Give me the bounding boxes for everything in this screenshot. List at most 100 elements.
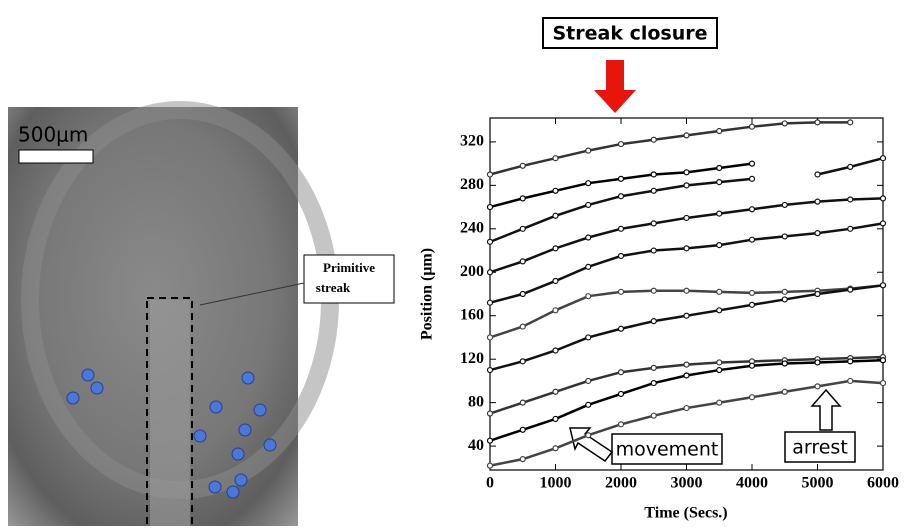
data-point bbox=[814, 198, 821, 205]
data-point bbox=[814, 359, 821, 366]
data-point bbox=[552, 212, 559, 219]
data-point bbox=[486, 269, 494, 276]
data-point bbox=[617, 421, 625, 428]
annotation: movement bbox=[616, 439, 719, 461]
annotation-box bbox=[611, 433, 723, 465]
x-tick-label: 2000 bbox=[605, 475, 637, 492]
x-tick-label: 5000 bbox=[802, 475, 834, 492]
data-point bbox=[781, 296, 788, 303]
data-point bbox=[585, 293, 592, 300]
data-point bbox=[585, 334, 592, 341]
y-tick-label: 40 bbox=[468, 437, 484, 454]
data-point bbox=[486, 410, 494, 417]
data-point bbox=[847, 377, 854, 385]
data-point bbox=[486, 462, 494, 469]
data-point bbox=[519, 426, 526, 433]
data-point bbox=[552, 307, 559, 314]
data-point bbox=[748, 289, 756, 297]
data-point bbox=[650, 318, 657, 325]
data-point bbox=[486, 203, 494, 211]
data-point bbox=[847, 196, 854, 203]
data-point bbox=[519, 290, 526, 298]
streak-box bbox=[146, 297, 193, 529]
data-point bbox=[716, 399, 723, 406]
data-point bbox=[748, 160, 756, 167]
data-point bbox=[519, 258, 526, 265]
data-point bbox=[781, 388, 788, 395]
x-tick-label: 0 bbox=[486, 475, 494, 492]
data-point bbox=[617, 175, 625, 182]
data-point bbox=[814, 119, 821, 126]
data-point bbox=[519, 358, 526, 365]
y-tick-label: 200 bbox=[460, 263, 484, 280]
data-point bbox=[552, 277, 559, 285]
data-point bbox=[519, 225, 526, 232]
data-point bbox=[814, 383, 821, 390]
data-point bbox=[847, 225, 854, 232]
data-point bbox=[716, 288, 723, 295]
data-point bbox=[748, 394, 756, 401]
data-point bbox=[519, 195, 526, 202]
data-point bbox=[781, 201, 788, 209]
data-point bbox=[879, 282, 887, 289]
x-tick-label: 4000 bbox=[736, 475, 768, 492]
data-point bbox=[585, 180, 592, 187]
data-point bbox=[585, 147, 592, 154]
y-axis-title: Position (μm) bbox=[419, 248, 436, 340]
data-point bbox=[519, 162, 526, 169]
series-line bbox=[489, 162, 753, 209]
data-point bbox=[585, 201, 592, 209]
data-point bbox=[650, 136, 657, 143]
data-point bbox=[552, 415, 559, 423]
label-pointer bbox=[199, 282, 305, 306]
arrest-arrow bbox=[810, 388, 842, 431]
data-point bbox=[847, 163, 854, 170]
data-point bbox=[486, 366, 494, 374]
data-point bbox=[683, 372, 690, 379]
data-point bbox=[650, 364, 657, 371]
data-point bbox=[552, 187, 559, 194]
data-point bbox=[585, 263, 592, 270]
data-point bbox=[781, 120, 788, 127]
data-point bbox=[748, 301, 756, 308]
data-point bbox=[781, 288, 788, 295]
data-point bbox=[748, 123, 756, 130]
data-point bbox=[617, 225, 625, 232]
label-box bbox=[303, 254, 395, 304]
data-point bbox=[650, 187, 657, 194]
data-point bbox=[617, 288, 625, 295]
movement-arrow bbox=[569, 427, 614, 463]
series-line bbox=[489, 121, 851, 176]
data-point bbox=[650, 379, 657, 387]
y-tick-label: 120 bbox=[460, 350, 484, 367]
data-point bbox=[814, 171, 821, 178]
data-point bbox=[781, 233, 788, 240]
data-point bbox=[716, 178, 723, 186]
data-point bbox=[879, 357, 887, 364]
data-point bbox=[650, 287, 657, 294]
data-point bbox=[617, 140, 625, 148]
data-point bbox=[814, 290, 821, 298]
data-point bbox=[716, 164, 723, 172]
y-tick-label: 280 bbox=[460, 176, 484, 193]
scale-label: 500μm bbox=[18, 123, 88, 147]
data-point bbox=[585, 234, 592, 241]
y-tick-label: 320 bbox=[460, 133, 484, 150]
data-point bbox=[683, 312, 690, 319]
data-point bbox=[552, 388, 559, 395]
annotation: Streak closure bbox=[552, 23, 707, 45]
data-point bbox=[748, 362, 756, 369]
streak-region bbox=[150, 300, 190, 526]
y-tick-label: 80 bbox=[468, 393, 484, 410]
x-axis-title: Time (Secs.) bbox=[644, 505, 727, 522]
data-point bbox=[683, 182, 690, 189]
data-point bbox=[486, 299, 494, 306]
data-point bbox=[519, 456, 526, 463]
closure-arrow bbox=[594, 60, 636, 113]
data-point bbox=[814, 230, 821, 237]
data-point bbox=[716, 366, 723, 374]
data-point bbox=[879, 379, 887, 387]
y-tick-label: 160 bbox=[460, 306, 484, 323]
data-point bbox=[486, 238, 494, 245]
